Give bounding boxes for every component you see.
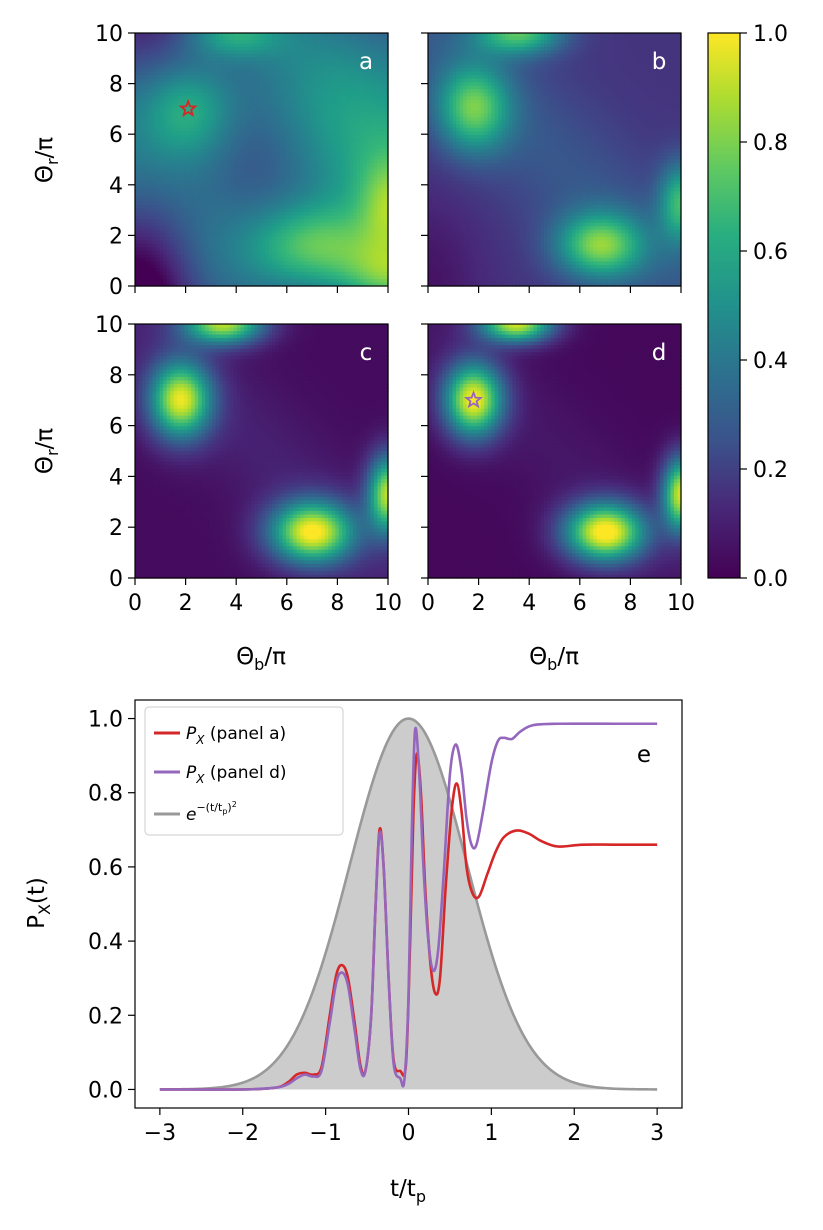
x-tick-label: 10 [374,591,402,616]
x-tick-label: 1 [484,1121,498,1146]
x-tick-label: 2 [567,1121,581,1146]
x-tick-label: −3 [144,1121,176,1146]
colorbar-tick-label: 0.2 [753,458,788,483]
panel-label-c: c [360,340,373,366]
panel-label-d: d [652,340,667,366]
panel-label-b: b [652,49,667,75]
y-tick-label: 2 [109,224,123,249]
heatmap-panel-b: b [421,33,682,293]
heatmap-ylabel-bottom: Θr/π [32,428,62,474]
y-tick-label: 6 [109,415,123,440]
y-tick-label: 10 [95,313,123,338]
y-tick-label: 1.0 [88,708,123,733]
y-tick-label: 4 [109,465,123,490]
y-tick-label: 0.8 [88,782,123,807]
y-tick-label: 0.2 [88,1004,123,1029]
x-tick-label: −2 [227,1121,259,1146]
x-tick-label: 3 [650,1121,664,1146]
y-tick-label: 10 [95,22,123,47]
y-tick-label: 2 [109,516,123,541]
y-tick-label: 0 [109,275,123,300]
x-tick-label: −1 [309,1121,341,1146]
heatmap-xlabel-left: Θb/π [236,644,286,674]
heatmap-cells-c [135,324,389,579]
x-tick-label: 4 [229,591,243,616]
heatmap-cells-d [428,324,682,579]
x-tick-label: 6 [280,591,294,616]
legend: PX (panel a) PX (panel d) e−(t/tp)2 [145,707,343,835]
x-tick-label: 2 [472,591,486,616]
colorbar: 0.0 0.2 0.4 0.6 0.8 1.0 [708,22,788,592]
heatmap-cells-b [428,33,682,287]
heatmap-panel-c: 0 2 4 6 8 10 0 2 4 6 8 10 c [95,313,402,616]
heatmap-xlabel-right: Θb/π [529,644,579,674]
colorbar-tick-label: 0.6 [753,240,788,265]
heatmap-cells-a [135,33,389,287]
colorbar-tick-label: 0.0 [753,567,788,592]
panel-label-e: e [637,742,651,768]
panel-label-a: a [359,49,373,75]
y-tick-label: 0.0 [88,1078,123,1103]
colorbar-tick-label: 0.8 [753,131,788,156]
y-tick-label: 0.6 [88,856,123,881]
x-tick-label: 4 [522,591,536,616]
y-tick-label: 0.4 [88,930,123,955]
y-tick-label: 0 [109,567,123,592]
colorbar-gradient [708,33,740,578]
line-chart-ylabel: PX(t) [24,877,54,929]
line-chart-xlabel: t/tp [390,1176,426,1206]
y-tick-label: 8 [109,73,123,98]
y-tick-label: 6 [109,123,123,148]
heatmap-panel-a: 0 2 4 6 8 10 a [95,22,389,300]
x-tick-label: 8 [330,591,344,616]
y-tick-label: 8 [109,364,123,389]
colorbar-tick-label: 0.4 [753,349,788,374]
x-tick-label: 0 [402,1121,416,1146]
x-tick-label: 2 [179,591,193,616]
x-tick-label: 0 [128,591,142,616]
y-tick-label: 4 [109,174,123,199]
x-tick-label: 6 [573,591,587,616]
x-tick-label: 10 [667,591,695,616]
colorbar-tick-label: 1.0 [753,22,788,47]
figure: 0246810a b 0 2 4 6 8 100246810c 0 2 4 6 8 10d Θr/π… [0,0,823,1230]
x-tick-label: 0 [421,591,435,616]
heatmap-ylabel-top: Θr/π [32,137,62,183]
x-tick-label: 8 [623,591,637,616]
heatmap-panel-d: 0 2 4 6 8 10 d [421,324,695,616]
